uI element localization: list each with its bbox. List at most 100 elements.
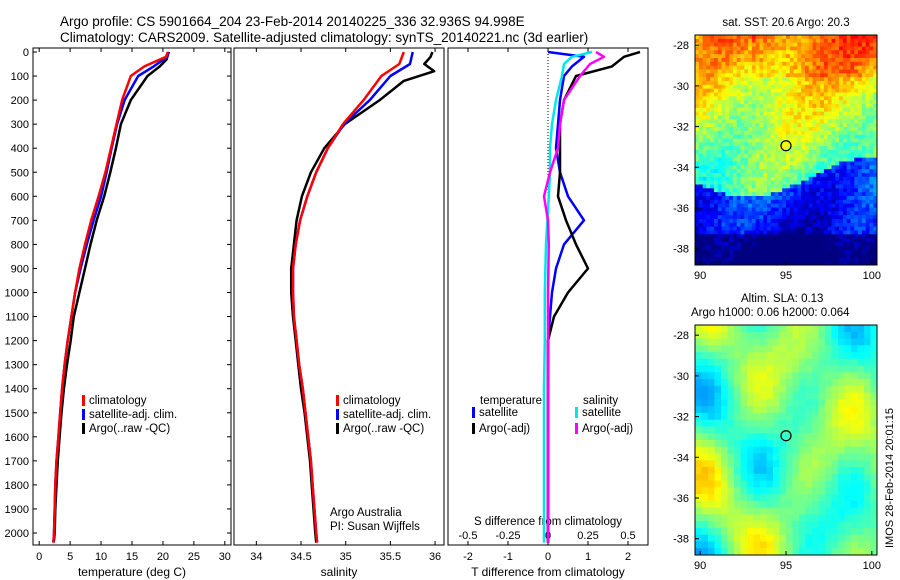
map-cell: [751, 65, 757, 70]
map-cell: [861, 54, 867, 59]
map-cell: [831, 196, 836, 201]
map-cell: [701, 521, 709, 529]
map-cell: [725, 107, 730, 113]
map-cell: [857, 494, 865, 502]
map-cell: [816, 104, 821, 109]
map-cell: [850, 161, 855, 166]
map-cell: [698, 199, 704, 205]
map-cell: [695, 473, 702, 482]
map-cell: [792, 352, 800, 360]
map-cell: [740, 500, 748, 509]
map-cell: [714, 487, 722, 495]
map-cell: [797, 65, 802, 70]
map-cell: [793, 211, 798, 216]
map-cell: [782, 226, 787, 231]
map-cell: [717, 169, 723, 174]
map-cell: [792, 426, 800, 434]
map-cell: [695, 207, 700, 212]
map-cell: [869, 249, 874, 254]
map-cell: [839, 215, 844, 220]
map-cell: [760, 358, 767, 367]
map-cell: [727, 480, 735, 488]
map-cell: [729, 257, 734, 262]
map-cell: [708, 440, 715, 448]
map-cell: [825, 507, 832, 515]
map-cell: [786, 222, 791, 228]
map-cell: [713, 253, 719, 258]
map-cell: [778, 226, 783, 231]
map-cell: [747, 541, 754, 549]
map-cell: [706, 84, 711, 90]
map-cell: [755, 161, 760, 166]
map-cell: [767, 42, 772, 47]
map-cell: [760, 392, 767, 400]
map-cell: [858, 184, 863, 189]
map-cell: [778, 84, 783, 90]
map-cell: [721, 440, 728, 448]
map-cell: [805, 358, 813, 367]
map-cell: [760, 534, 767, 542]
map-cell: [799, 419, 806, 427]
map-cell: [767, 238, 772, 243]
map-cell: [793, 42, 798, 47]
map-cell: [812, 119, 817, 124]
map-cell: [706, 176, 711, 182]
map-cell: [695, 138, 700, 143]
map-cell: [858, 165, 863, 170]
map-cell: [782, 104, 787, 109]
map-cell: [725, 65, 730, 70]
map-cell: [804, 50, 810, 55]
map-cell: [710, 222, 715, 228]
map-cell: [713, 222, 719, 228]
map-cell: [844, 446, 852, 455]
map-cell: [870, 514, 878, 522]
map-cell: [858, 142, 863, 147]
map-cell: [816, 123, 821, 128]
map-cell: [698, 142, 704, 147]
map-cell: [727, 460, 735, 468]
map-cell: [851, 338, 858, 346]
map-cell: [823, 127, 829, 132]
map-cell: [786, 115, 791, 120]
map-cell: [721, 541, 728, 549]
map-cell: [736, 207, 741, 212]
map-cell: [727, 412, 735, 421]
map-cell: [851, 541, 858, 549]
map-cell: [831, 385, 839, 394]
x-tick-label: 35.5: [380, 551, 401, 563]
y-tick-label: 800: [11, 239, 29, 251]
map-cell: [698, 215, 704, 220]
map-cell: [854, 196, 859, 201]
map-cell: [767, 230, 772, 235]
map-cell: [729, 54, 734, 59]
map-cell: [717, 35, 723, 40]
map-cell: [721, 433, 728, 441]
map-cell: [799, 433, 806, 441]
map-cell: [774, 104, 779, 109]
map-y-tick-label: -28: [673, 40, 689, 52]
map-cell: [844, 460, 852, 468]
map-cell: [861, 257, 867, 262]
map-cell: [713, 73, 719, 78]
map-cell: [865, 222, 870, 228]
map-cell: [778, 92, 783, 97]
map-cell: [801, 219, 806, 224]
map-cell: [708, 453, 715, 461]
map-cell: [869, 161, 874, 166]
map-cell: [713, 69, 719, 74]
map-cell: [869, 222, 874, 228]
map-cell: [864, 352, 871, 360]
map-cell: [782, 169, 787, 174]
map-cell: [786, 111, 791, 116]
map-cell: [755, 69, 760, 74]
map-cell: [820, 165, 825, 170]
map-cell: [755, 77, 760, 82]
map-cell: [721, 365, 728, 373]
map-cell: [786, 42, 791, 47]
map-cell: [812, 153, 817, 159]
map-cell: [702, 92, 707, 97]
map-cell: [759, 219, 764, 224]
map-cell: [854, 253, 859, 258]
map-cell: [786, 196, 791, 201]
map-cell: [721, 238, 726, 243]
